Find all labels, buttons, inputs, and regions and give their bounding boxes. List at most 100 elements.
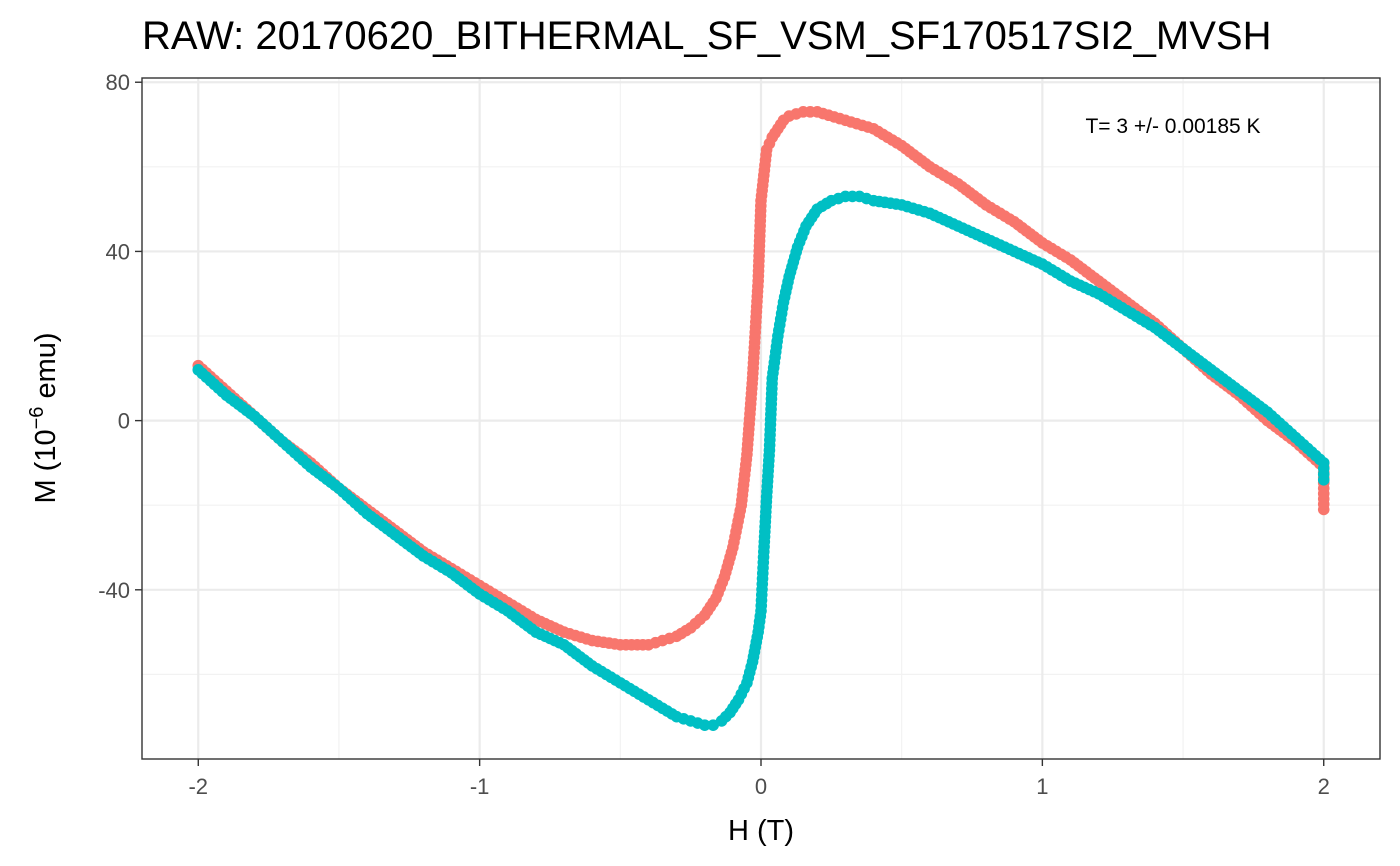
y-axis-title-main: M (10 bbox=[30, 429, 62, 503]
data-point-interp bbox=[1317, 498, 1330, 510]
data-point-interp bbox=[469, 585, 482, 597]
data-point-interp bbox=[300, 457, 313, 470]
data-point-interp bbox=[782, 276, 794, 288]
data-point-interp bbox=[1285, 428, 1298, 440]
y-tick-label: 40 bbox=[106, 239, 130, 264]
y-axis-title-exponent: −6 bbox=[26, 407, 48, 430]
x-axis: -2 -1 0 1 2 bbox=[188, 759, 1330, 799]
data-point-interp bbox=[677, 713, 690, 725]
data-point-interp bbox=[582, 657, 594, 669]
data-point-interp bbox=[975, 230, 988, 243]
data-point-interp bbox=[1031, 256, 1044, 268]
x-tick-label: -1 bbox=[470, 774, 490, 799]
data-point-interp bbox=[771, 335, 783, 348]
data-point-interp bbox=[694, 613, 706, 626]
data-point-interp bbox=[1088, 272, 1101, 284]
data-point-interp bbox=[891, 137, 903, 149]
data-point-interp bbox=[1032, 234, 1045, 246]
x-tick-label: 2 bbox=[1318, 774, 1330, 799]
data-point-interp bbox=[716, 576, 729, 589]
data-point-interp bbox=[833, 112, 846, 125]
data-point-interp bbox=[385, 525, 398, 538]
data-point-interp bbox=[691, 717, 704, 729]
data-point-interp bbox=[774, 118, 787, 131]
x-tick-label: 1 bbox=[1036, 774, 1048, 799]
data-point-interp bbox=[1313, 453, 1326, 466]
data-point-interp bbox=[846, 190, 859, 203]
chart-title: RAW: 20170620_BITHERMAL_SF_VSM_SF170517S… bbox=[142, 14, 1272, 58]
data-point-interp bbox=[637, 691, 650, 703]
y-tick-label: 0 bbox=[118, 409, 130, 434]
data-point-interp bbox=[804, 106, 817, 118]
data-point-interp bbox=[1060, 272, 1072, 285]
data-point-interp bbox=[1060, 251, 1072, 263]
data-point-interp bbox=[272, 432, 285, 444]
series-2 bbox=[192, 190, 1330, 731]
data-point-interp bbox=[976, 196, 988, 208]
data-point-interp bbox=[1003, 213, 1016, 225]
data-point-interp bbox=[763, 449, 775, 462]
data-point-interp bbox=[740, 453, 753, 466]
data-point-interp bbox=[1317, 468, 1330, 480]
data-point-interp bbox=[755, 199, 767, 212]
data-point-interp bbox=[649, 636, 662, 649]
data-point-interp bbox=[580, 633, 593, 645]
data-points bbox=[192, 106, 1330, 731]
data-point-interp bbox=[609, 674, 622, 686]
data-point-interp bbox=[751, 631, 764, 643]
data-point-interp bbox=[947, 175, 960, 187]
data-point-interp bbox=[766, 377, 778, 390]
data-point-interp bbox=[1173, 339, 1185, 352]
data-point-interp bbox=[720, 710, 732, 723]
data-point-interp bbox=[666, 708, 678, 720]
data-point-interp bbox=[1088, 285, 1100, 298]
data-point-interp bbox=[820, 197, 833, 210]
data-point-interp bbox=[890, 198, 902, 210]
data-point-interp bbox=[553, 624, 566, 636]
data-point-interp bbox=[413, 547, 426, 559]
data-point-interp bbox=[760, 495, 773, 508]
data-point-interp bbox=[738, 682, 750, 695]
data-point-interp bbox=[725, 546, 738, 559]
data-point-interp bbox=[637, 638, 649, 651]
y-tick-label: 80 bbox=[106, 70, 130, 95]
y-axis: -40 0 40 80 bbox=[98, 70, 142, 603]
data-point-interp bbox=[680, 624, 692, 637]
x-tick-label: 0 bbox=[755, 774, 767, 799]
data-point-interp bbox=[752, 280, 764, 292]
data-point-interp bbox=[862, 121, 874, 133]
data-point-interp bbox=[790, 246, 802, 258]
data-point-interp bbox=[1201, 361, 1213, 373]
data-point-interp bbox=[808, 207, 821, 220]
data-point-interp bbox=[947, 218, 960, 230]
data-point-interp bbox=[919, 158, 932, 170]
data-point-interp bbox=[1229, 382, 1242, 394]
data-point-interp bbox=[216, 385, 229, 398]
data-point-interp bbox=[1116, 302, 1128, 314]
data-point-interp bbox=[244, 407, 257, 420]
data-point-interp bbox=[608, 638, 621, 650]
data-point-interp bbox=[441, 564, 453, 576]
data-point-interp bbox=[1003, 243, 1016, 256]
data-point-interp bbox=[769, 127, 781, 139]
data-point-interp bbox=[497, 602, 509, 614]
data-point-interp bbox=[553, 636, 566, 649]
data-point-interp bbox=[1144, 318, 1157, 331]
data-point-interp bbox=[832, 192, 845, 205]
data-point-interp bbox=[776, 302, 789, 314]
temperature-annotation: T= 3 +/- 0.00185 K bbox=[1085, 115, 1260, 138]
data-point-interp bbox=[754, 610, 767, 623]
data-point-interp bbox=[860, 192, 873, 205]
data-point-interp bbox=[1257, 403, 1270, 415]
y-tick-label: -40 bbox=[98, 578, 130, 603]
data-point-interp bbox=[757, 551, 770, 563]
data-point-interp bbox=[763, 137, 776, 150]
data-point-interp bbox=[790, 108, 802, 120]
y-axis-title: M (10−6 emu) bbox=[26, 332, 62, 503]
data-point-interp bbox=[729, 698, 742, 710]
data-point-interp bbox=[663, 632, 676, 645]
data-point-interp bbox=[746, 377, 758, 390]
data-point-interp bbox=[329, 479, 341, 492]
data-point-interp bbox=[357, 504, 369, 516]
